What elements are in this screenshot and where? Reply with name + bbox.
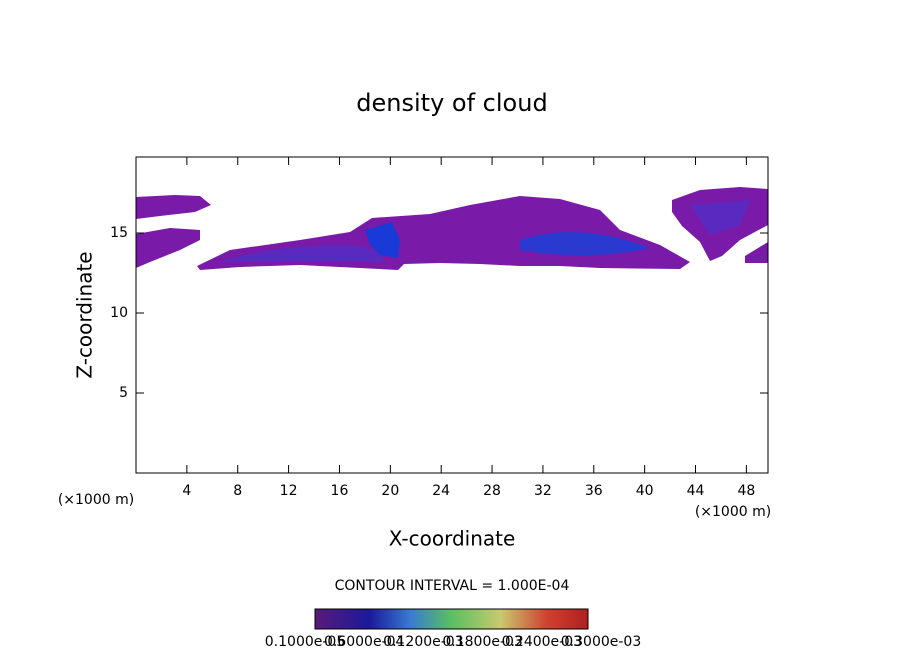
colorbar-label: 0.1200e-03 xyxy=(383,634,463,650)
colorbar-label: 0.1000e-05 xyxy=(265,634,345,650)
x-tick-label: 48 xyxy=(737,483,755,499)
x-tick-label: 12 xyxy=(280,483,298,499)
colorbar xyxy=(314,608,589,630)
colorbar-label: 0.3000e-03 xyxy=(561,634,641,650)
colorbar-label: 0.2400e-03 xyxy=(502,634,582,650)
colorbar-label: 0.6000e-04 xyxy=(324,634,405,650)
x-unit: (×1000 m) xyxy=(58,492,134,508)
chart-title: density of cloud xyxy=(356,89,547,117)
x-tick-label: 8 xyxy=(233,483,242,499)
x-tick-label: 32 xyxy=(534,483,552,499)
contour-interval: CONTOUR INTERVAL = 1.000E-04 xyxy=(335,578,570,594)
y-axis-label: Z-coordinate xyxy=(73,251,97,378)
x-tick-label: 20 xyxy=(381,483,399,499)
x-tick-label: 16 xyxy=(331,483,349,499)
plot-frame xyxy=(135,156,769,474)
x-tick-label: 40 xyxy=(636,483,654,499)
x-tick-label: 4 xyxy=(182,483,191,499)
y-tick-label: 10 xyxy=(110,305,128,321)
x-axis-label: X-coordinate xyxy=(389,527,516,551)
cloud-field xyxy=(136,187,768,270)
colorbar-label: 0.1800e-03 xyxy=(442,634,522,650)
y-tick-label: 5 xyxy=(119,385,128,401)
y-tick-label: 15 xyxy=(110,225,128,241)
x-tick-label: 28 xyxy=(483,483,501,499)
x-tick-label: 36 xyxy=(585,483,603,499)
x-tick-label: 24 xyxy=(432,483,450,499)
y-unit: (×1000 m) xyxy=(695,504,771,520)
x-tick-label: 44 xyxy=(687,483,705,499)
